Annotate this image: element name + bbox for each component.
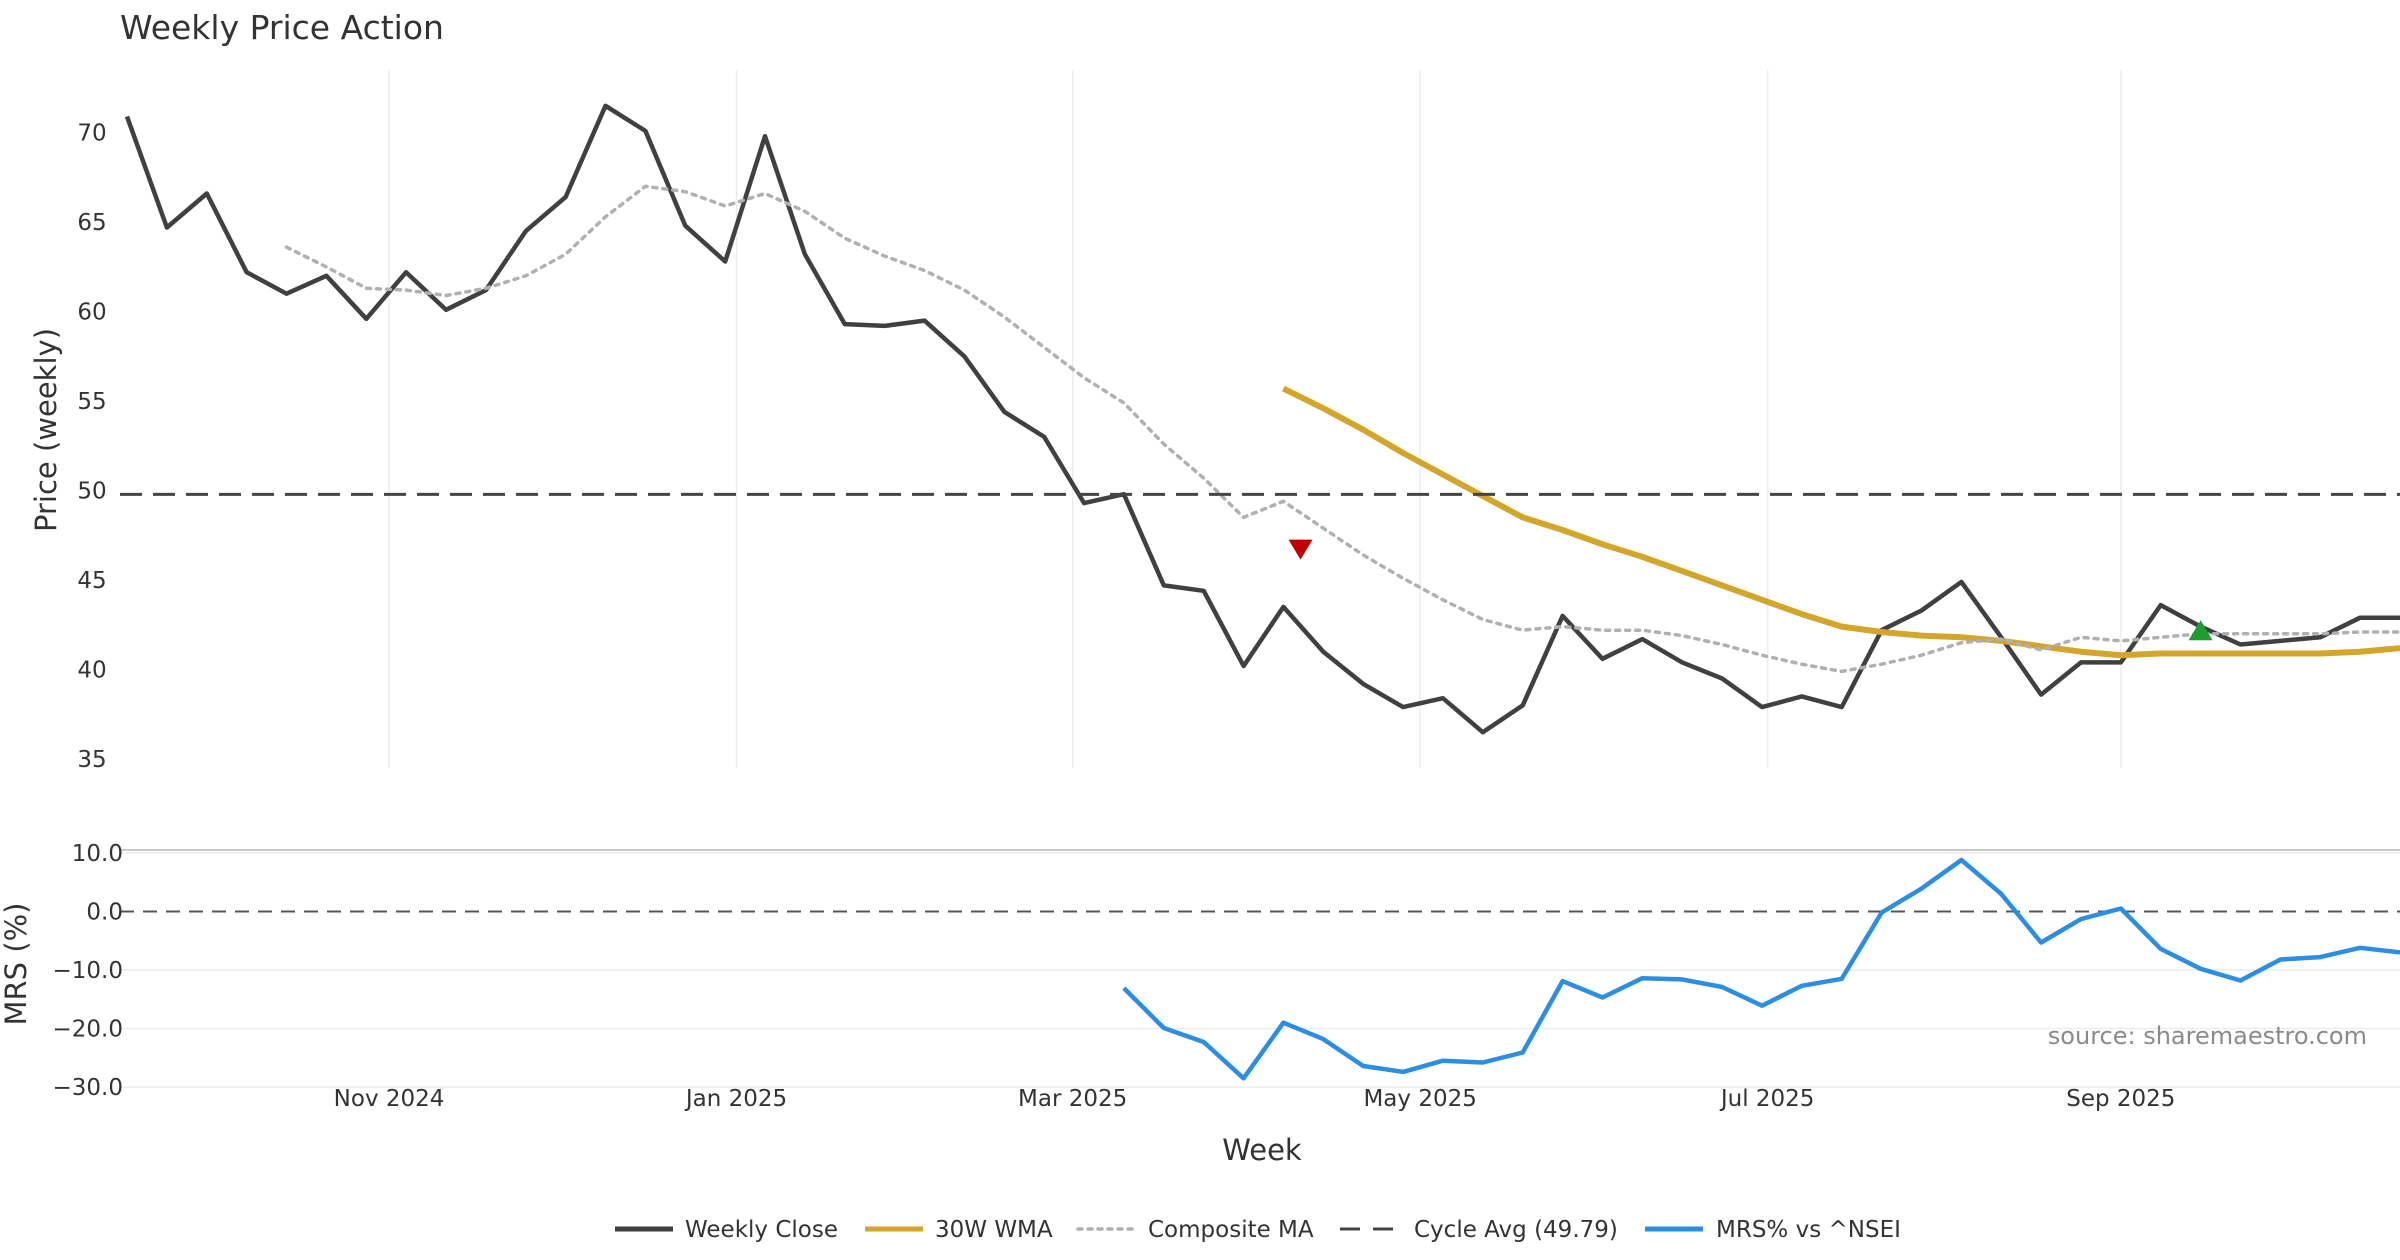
legend-label-30w-wma: 30W WMA [935,1217,1053,1243]
mrs-gridlines [120,852,2400,1088]
mrs-series-group [1122,857,2400,1081]
legend: Weekly Close 30W WMA Composite MA Cycle Avg… [615,1217,1901,1243]
mrs-y-tick: −30.0 [53,1075,123,1101]
legend-label-weekly-close: Weekly Close [685,1217,838,1243]
price-y-tick-70: 70 [77,121,106,147]
mrs-y-tick: −20.0 [53,1017,123,1043]
signal-markers [1288,539,2213,641]
price-y-tick-35: 35 [77,747,106,773]
x-axis-label: Week [1222,1133,1302,1167]
mrs-y-axis-label: MRS (%) [0,903,33,1026]
price-y-tick-40: 40 [77,658,106,684]
x-tick-label-jan-2025: Jan 2025 [684,1086,787,1112]
price-y-tick-45: 45 [77,568,106,594]
mrs-y-tick: 10.0 [72,841,123,867]
price-y-tick-65: 65 [77,210,106,236]
weekly-close-line [124,103,2400,735]
mrs-panel: 10.0 0.0 −10.0 −20.0 −30.0 MRS (%) source: s… [0,841,2400,1101]
price-series-group [120,103,2400,735]
x-tick-label-may-2025: May 2025 [1363,1086,1476,1112]
legend-label-cycle-avg-49-79: Cycle Avg (49.79) [1414,1217,1618,1243]
composite-ma-line [284,184,2400,674]
price-gridlines [388,70,2122,768]
legend-label-mrs-vs-nsei: MRS% vs ^NSEI [1716,1217,1901,1243]
30w-wma-line [1282,385,2400,659]
price-y-tick-50: 50 [77,479,106,505]
mrs-y-tick: −10.0 [53,958,123,984]
price-panel: 35 40 45 50 55 60 65 70 Price (weekly) [29,70,2400,773]
mrs-y-tick: 0.0 [86,899,123,925]
legend-label-composite-ma: Composite MA [1148,1217,1314,1243]
chart-title: Weekly Price Action [120,8,444,47]
sell-signal-marker [1288,539,1313,560]
buy-signal-marker [2188,620,2213,641]
x-tick-label-nov-2024: Nov 2024 [334,1086,445,1112]
mrs-line [1122,857,2400,1081]
price-y-tick-60: 60 [77,300,106,326]
x-tick-label-jul-2025: Jul 2025 [1719,1086,1815,1112]
price-y-tick-55: 55 [77,389,106,415]
x-tick-label-sep-2025: Sep 2025 [2066,1086,2175,1112]
mrs-y-ticks: 10.0 0.0 −10.0 −20.0 −30.0 [53,841,123,1101]
price-y-ticks: 35 40 45 50 55 60 65 70 [77,121,106,773]
x-axis-ticks: Nov 2024 Jan 2025 Mar 2025 May 2025 Jul 2025… [334,1086,2176,1112]
x-tick-label-mar-2025: Mar 2025 [1018,1086,1127,1112]
price-y-axis-label: Price (weekly) [29,328,63,532]
source-credit: source: sharemaestro.com [2048,1022,2367,1050]
